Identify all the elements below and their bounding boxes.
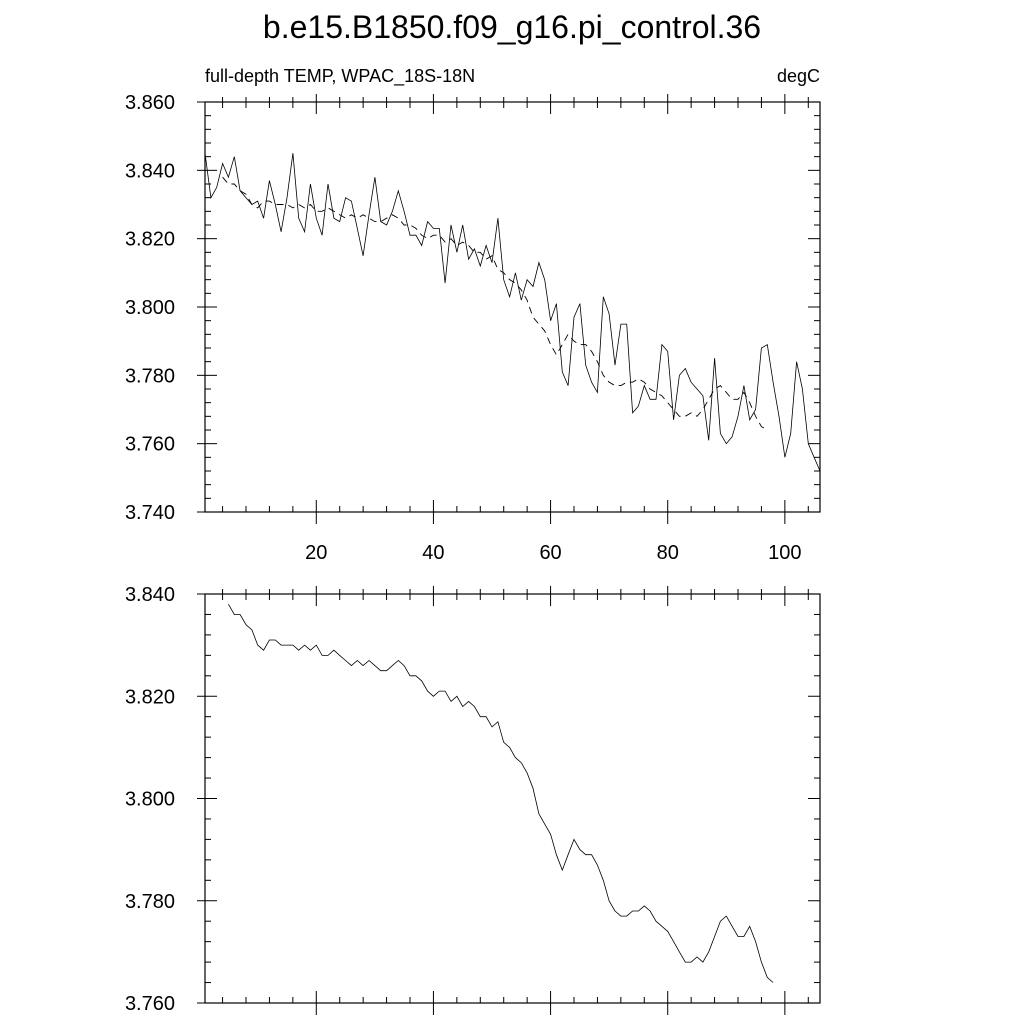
y-tick-label: 3.840 [125, 160, 175, 182]
y-tick-label: 3.820 [125, 229, 175, 251]
temperature-line [204, 153, 821, 472]
x-tick-label: 60 [539, 542, 561, 564]
bottom-panel-frame [204, 593, 821, 1004]
x-tick-label: 100 [768, 542, 801, 564]
x-tick-label: 80 [657, 542, 679, 564]
y-tick-label: 3.840 [125, 584, 175, 606]
y-tick-label: 3.760 [125, 993, 175, 1015]
temperature-line [228, 604, 774, 983]
y-tick-label: 3.800 [125, 789, 175, 811]
top-panel-left-label: full-depth TEMP, WPAC_18S-18N [205, 66, 475, 87]
bottom-panel-series [228, 604, 774, 983]
x-tick-label: 20 [305, 542, 327, 564]
top-panel-unit-label: degC [777, 66, 820, 86]
top-panel: full-depth TEMP, WPAC_18S-18N degC 3.740… [125, 66, 821, 564]
y-tick-label: 3.860 [125, 92, 175, 114]
y-tick-label: 3.780 [125, 891, 175, 913]
y-tick-label: 3.780 [125, 365, 175, 387]
top-panel-ticks: 3.740 3.760 3.780 3.800 3.820 3.840 3.860 20 40 6… [125, 92, 820, 564]
figure-title: b.e15.B1850.f09_g16.pi_control.36 [263, 9, 761, 45]
y-tick-label: 3.820 [125, 686, 175, 708]
bottom-panel: 3.760 3.780 3.800 3.820 3.840 [125, 584, 821, 1015]
top-panel-frame [204, 101, 821, 513]
bottom-panel-ticks: 3.760 3.780 3.800 3.820 3.840 [125, 584, 820, 1015]
top-panel-series [204, 153, 821, 472]
y-tick-label: 3.800 [125, 297, 175, 319]
y-tick-label: 3.760 [125, 434, 175, 456]
running-mean-line [222, 176, 768, 431]
y-tick-label: 3.740 [125, 502, 175, 524]
x-tick-label: 40 [422, 542, 444, 564]
